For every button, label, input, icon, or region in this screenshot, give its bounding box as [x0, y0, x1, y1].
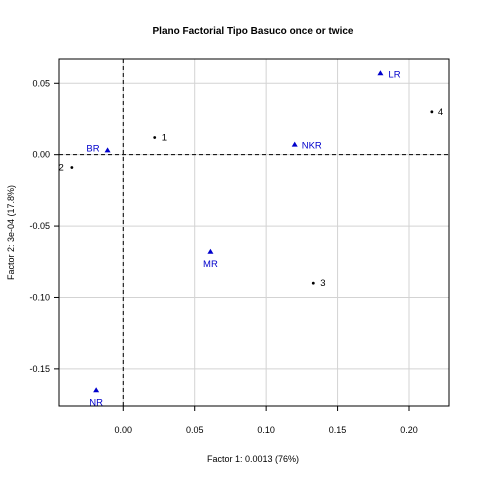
point-marker-1	[153, 136, 157, 139]
x-tick-label: 0.20	[400, 425, 418, 435]
point-label-4: 4	[438, 107, 443, 118]
point-label-nkr: NKR	[302, 141, 322, 152]
x-tick-label: 0.05	[186, 425, 204, 435]
point-label-nr: NR	[89, 397, 103, 408]
y-axis-ticks: -0.15 -0.10 -0.05 0.00 0.05	[29, 78, 59, 374]
point-marker-mr	[207, 248, 214, 254]
reference-lines	[59, 59, 449, 406]
point-label-mr: MR	[203, 259, 218, 270]
y-axis-label: Factor 2: 3e-04 (17.8%)	[6, 185, 16, 280]
x-axis-label: Factor 1: 0.0013 (76%)	[207, 454, 299, 464]
point-marker-2	[70, 166, 74, 169]
plot-frame	[58, 58, 450, 407]
point-marker-4	[430, 110, 434, 114]
y-tick-label: -0.15	[29, 364, 50, 374]
point-marker-br	[104, 147, 111, 153]
chart-title: Plano Factorial Tipo Basuco once or twic…	[153, 26, 354, 37]
data-points: 1 2 3 4 BR LR NKR MR NR	[59, 69, 444, 408]
point-marker-3	[311, 281, 315, 285]
y-tick-label: 0.00	[32, 150, 50, 160]
point-marker-nkr	[291, 141, 298, 147]
point-label-br: BR	[86, 143, 99, 154]
x-axis-ticks: 0.00 0.05 0.10 0.15 0.20	[115, 406, 418, 435]
point-marker-nr	[93, 387, 100, 393]
x-tick-label: 0.00	[115, 425, 133, 435]
x-tick-label: 0.10	[257, 425, 275, 435]
point-label-2: 2	[59, 163, 64, 174]
point-label-3: 3	[320, 278, 325, 289]
y-tick-label: -0.10	[29, 292, 50, 302]
x-tick-label: 0.15	[329, 425, 347, 435]
grid-lines	[59, 59, 449, 406]
y-tick-label: -0.05	[29, 221, 50, 231]
point-marker-lr	[377, 70, 384, 76]
point-label-lr: LR	[388, 69, 400, 80]
y-tick-label: 0.05	[32, 78, 50, 88]
point-label-1: 1	[162, 133, 167, 144]
